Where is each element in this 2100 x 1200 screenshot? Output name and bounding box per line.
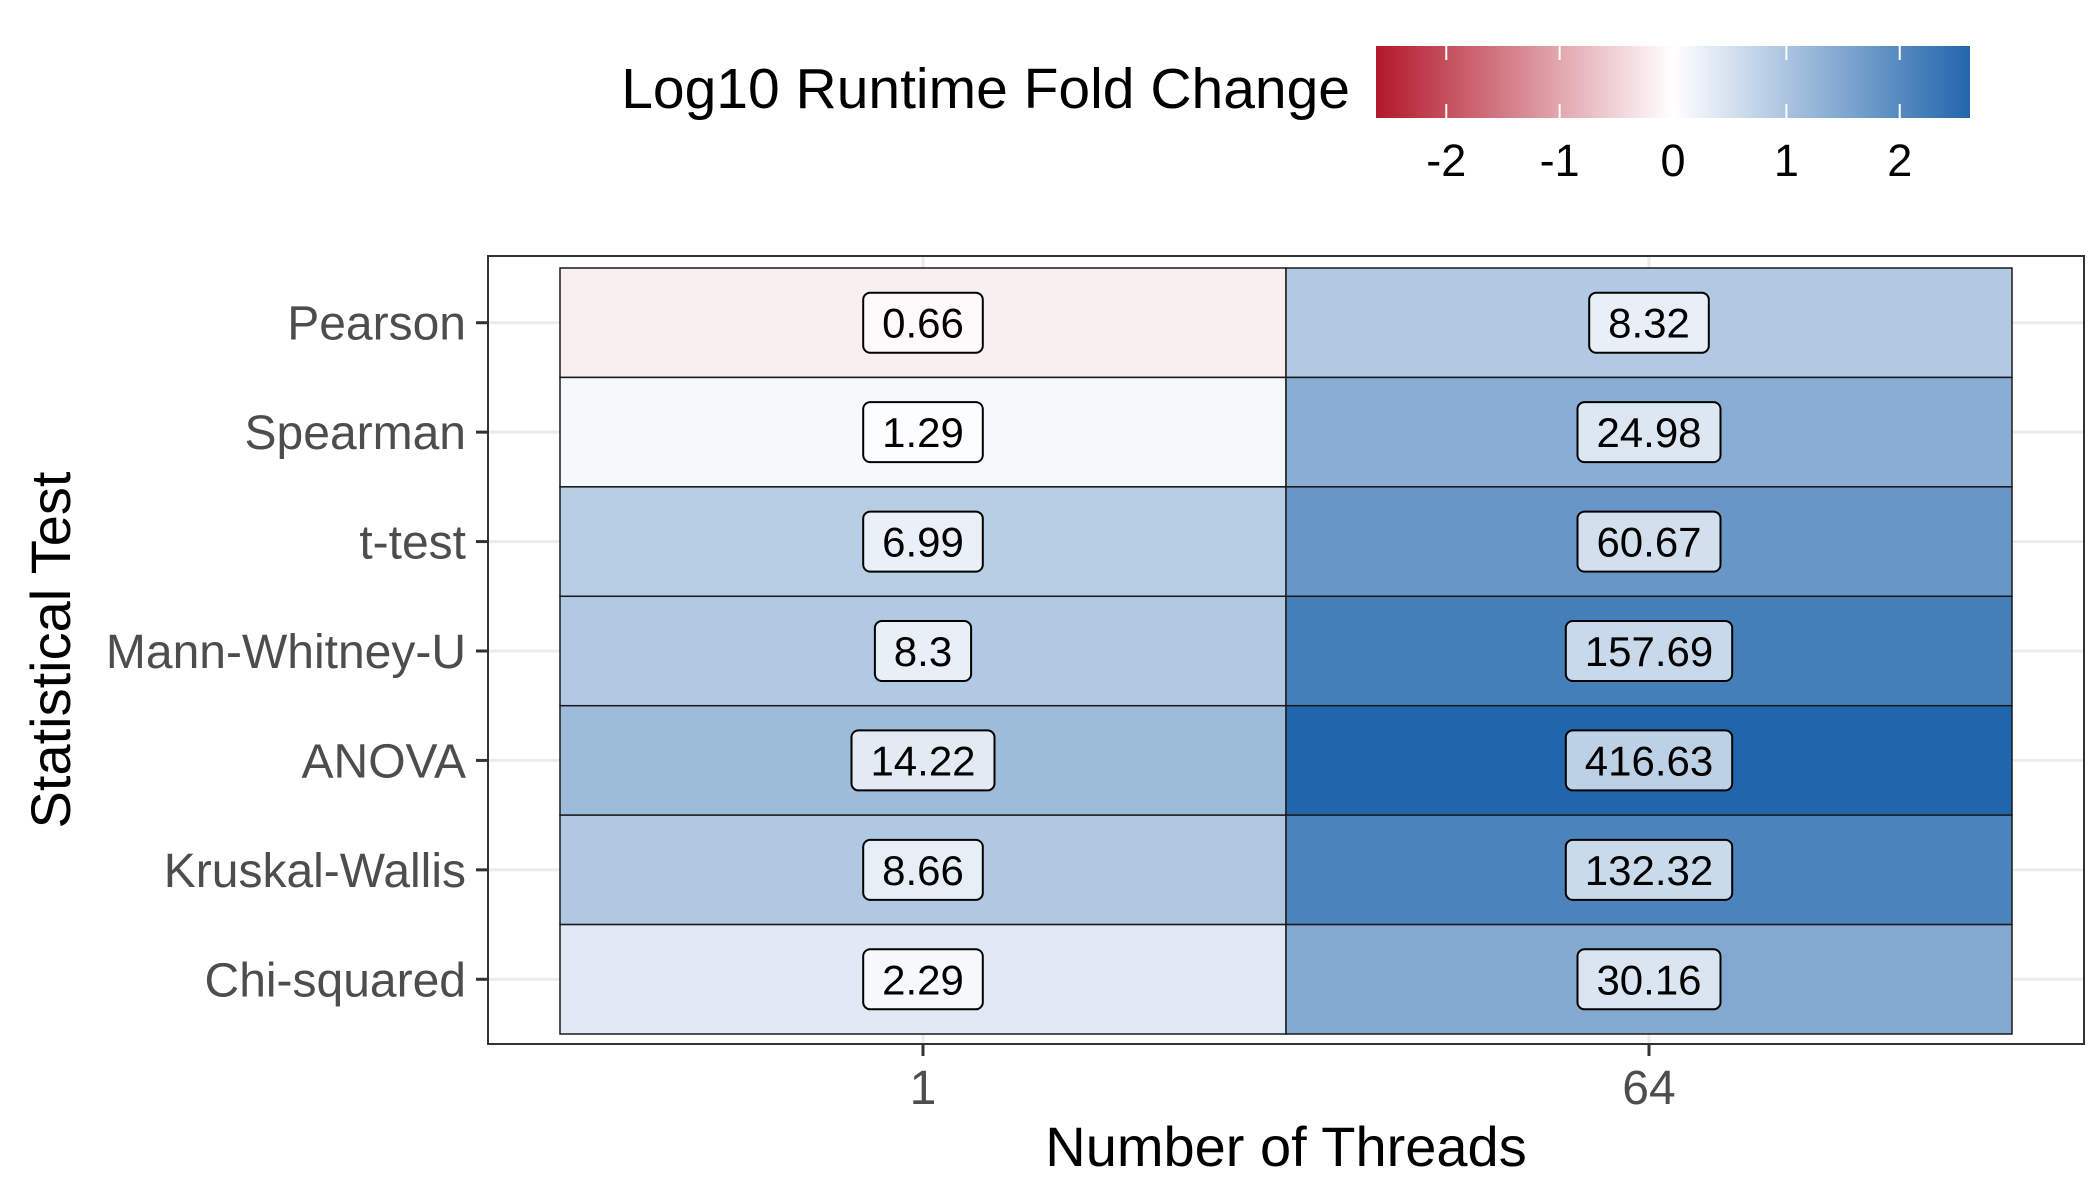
cell-value-label: 0.66 <box>882 300 964 347</box>
cell-label-box <box>862 948 984 1011</box>
cell-value-label: 157.69 <box>1585 628 1713 675</box>
cell-label-box <box>1564 838 1734 901</box>
cell-value-label: 8.66 <box>882 847 964 894</box>
x-axis: 1 64 <box>910 1044 1676 1115</box>
cell-value-label: 8.32 <box>1608 300 1690 347</box>
cell-value-label: 60.67 <box>1596 519 1701 566</box>
cell-label-box <box>1576 401 1722 464</box>
legend-tick-label: -2 <box>1426 135 1466 186</box>
cell-label-box <box>1576 510 1722 573</box>
heatmap-cells <box>559 267 2013 1035</box>
cell-value-label: 2.29 <box>882 956 964 1003</box>
cell-value-label: 14.22 <box>870 737 975 784</box>
legend-ticks: -2 -1 0 1 2 <box>1426 46 1912 186</box>
x-tick-label: 1 <box>910 1062 937 1115</box>
y-tick-label: ANOVA <box>302 735 466 788</box>
y-tick-label: Pearson <box>287 298 466 351</box>
cell-label-box <box>862 838 984 901</box>
color-legend: Log10 Runtime Fold Change -2 -1 0 1 2 <box>621 46 1970 186</box>
y-axis-title: Statistical Test <box>19 471 82 828</box>
cell-label-box <box>862 510 984 573</box>
cell-label-box <box>1564 729 1734 792</box>
legend-tick-label: -1 <box>1540 135 1580 186</box>
cell-label-box <box>873 620 973 682</box>
cell-value-label: 8.3 <box>894 628 952 675</box>
plot-panel: 0.66 8.32 1.29 24.98 6.99 60.67 8.3 157.69 14.22… <box>487 255 2085 1045</box>
cell-label-box <box>1564 620 1734 682</box>
legend-tick-label: 1 <box>1774 135 1799 186</box>
cell-value-label: 1.29 <box>882 409 964 456</box>
y-tick-label: Chi-squared <box>205 954 466 1007</box>
legend-title: Log10 Runtime Fold Change <box>621 57 1350 121</box>
cell-label-box <box>862 401 984 464</box>
x-tick-label: 64 <box>1622 1062 1675 1115</box>
y-tick-label: Mann-Whitney-U <box>106 626 466 679</box>
x-axis-title: Number of Threads <box>1045 1115 1526 1178</box>
legend-tick-label: 0 <box>1660 135 1685 186</box>
cell-label-box <box>862 291 984 354</box>
cell-label-box <box>1576 948 1722 1011</box>
cell-value-label: 30.16 <box>1596 956 1701 1003</box>
cell-value-label: 6.99 <box>882 519 964 566</box>
cell-label-box <box>1588 291 1710 354</box>
y-axis: Pearson Spearman t-test Mann-Whitney-U ANOVA… <box>106 298 488 1007</box>
legend-tick-label: 2 <box>1887 135 1912 186</box>
cell-labels: 0.66 8.32 1.29 24.98 6.99 60.67 8.3 157.69 14.22… <box>850 291 1734 1011</box>
y-tick-label: Spearman <box>245 407 466 460</box>
y-tick-label: Kruskal-Wallis <box>164 845 466 898</box>
cell-value-label: 416.63 <box>1585 737 1713 784</box>
y-tick-label: t-test <box>359 517 466 570</box>
cell-value-label: 132.32 <box>1585 847 1713 894</box>
cell-label-box <box>850 729 996 792</box>
cell-value-label: 24.98 <box>1596 409 1701 456</box>
